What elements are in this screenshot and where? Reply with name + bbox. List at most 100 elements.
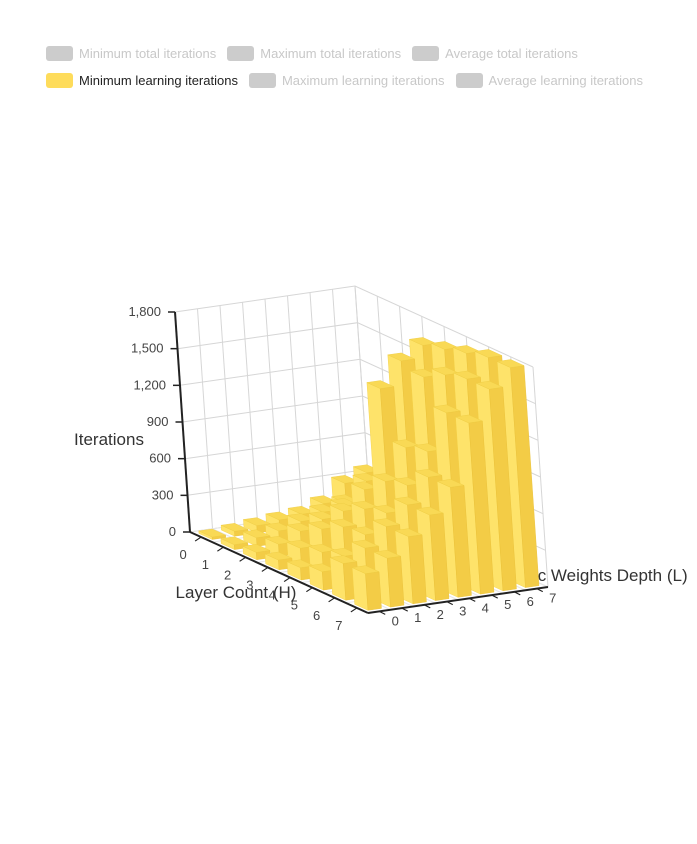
bar-top-face [242,544,271,553]
y-tick-label: 1,200 [133,377,166,392]
legend-label: Maximum learning iterations [281,72,445,88]
bar [373,549,405,608]
z-tick [513,591,521,596]
bar-top-face [242,517,272,526]
bar-top-face [387,352,416,362]
x-tick [261,566,269,572]
x-tick [328,597,335,603]
legend-item-min-learning[interactable]: Minimum learning iterations [46,72,238,88]
legend-label: Average learning iterations [488,72,643,88]
bar-top-face [432,404,461,414]
bar-top-face [366,380,395,389]
y-axis-title: Iterations [74,430,144,449]
bar-top-face [242,529,271,539]
legend-label: Minimum learning iterations [79,72,238,88]
x-tick [217,546,224,552]
x-tick-label: 1 [202,557,209,572]
z-tick [446,601,454,606]
bar-top-face [329,518,358,528]
legend-item-min-total[interactable]: Minimum total iterations [46,45,217,61]
z-tick-label: 5 [504,597,511,612]
bar [198,528,227,540]
y-tick-label: 300 [152,487,174,502]
bar-top-face [264,551,293,561]
bar-top-face [475,380,504,390]
x-tick-label: 7 [335,618,342,633]
legend-label: Minimum total iterations [79,45,217,61]
x-tick [283,577,291,583]
bar-top-face [452,370,482,380]
x-tick-label: 2 [224,567,231,582]
x-axis-line [189,531,369,614]
legend-label: Maximum total iterations [260,45,402,61]
y-tick-label: 0 [169,524,176,539]
legend-swatch [46,72,73,88]
bar-top-face [415,506,444,516]
bar-top-face [436,479,465,488]
x-tick-label: 3 [246,577,253,592]
x-tick [350,607,358,613]
z-tick-label: 4 [482,600,489,615]
bar-top-face [351,565,380,574]
bar-top-face [393,496,422,506]
chart-legend: Minimum total iterations Maximum total i… [46,40,686,94]
bar-top-face [454,414,484,424]
legend-row-1: Minimum total iterations Maximum total i… [46,40,686,66]
bar [351,565,382,611]
legend-swatch [412,45,440,61]
bar-top-face [220,536,249,545]
z-tick [491,594,499,599]
z-tick-label: 7 [549,591,556,606]
bar-top-face [220,523,249,532]
z-tick [468,597,476,602]
x-tick-label: 4 [269,588,276,603]
bar-top-face [394,528,423,537]
x-tick [194,536,202,542]
y-tick-label: 900 [147,414,169,429]
z-tick [536,588,544,593]
legend-swatch [455,72,483,88]
z-tick [378,610,386,615]
bar-top-face [496,359,525,368]
x-tick [306,587,313,593]
x-tick-label: 6 [313,608,320,623]
bar [415,506,450,601]
x-tick-label: 5 [291,598,298,613]
legend-item-max-learning[interactable]: Maximum learning iterations [248,72,445,88]
bar-top-face [373,549,402,559]
bar [454,414,495,595]
z-axis-line [367,586,549,614]
bar [264,551,293,571]
bar-top-face [372,518,401,527]
legend-item-avg-learning[interactable]: Average learning iterations [455,72,643,88]
x-tick-label: 0 [180,547,187,562]
z-tick [423,604,431,609]
legend-row-2: Minimum learning iterations Maximum lear… [46,67,686,93]
bar-top-face [329,555,358,564]
legend-item-avg-total[interactable]: Average total iterations [412,45,578,61]
y-tick-label: 1,500 [131,341,164,356]
legend-item-max-total[interactable]: Maximum total iterations [227,45,402,61]
bar-top-face [474,349,503,358]
bar-side-face [365,571,382,611]
gridline-horizontal [174,285,534,368]
bar-top-face [414,468,443,478]
legend-label: Average total iterations [445,45,578,61]
legend-swatch [248,72,276,88]
z-tick [401,607,409,612]
y-tick-label: 600 [149,451,171,466]
z-tick-label: 2 [437,607,444,622]
bars-layer [198,337,540,611]
bar-top-face [350,539,380,549]
bar-top-face [198,528,227,538]
z-tick-label: 3 [459,604,466,619]
z-tick-label: 0 [392,613,399,628]
legend-swatch [46,45,73,61]
z-tick-label: 1 [414,610,421,625]
legend-swatch [227,45,255,61]
bar [436,479,472,598]
y-tick-label: 1,800 [128,304,161,319]
x-axis-title: Layer Count (H) [176,583,297,602]
z-tick-label: 6 [527,594,534,609]
